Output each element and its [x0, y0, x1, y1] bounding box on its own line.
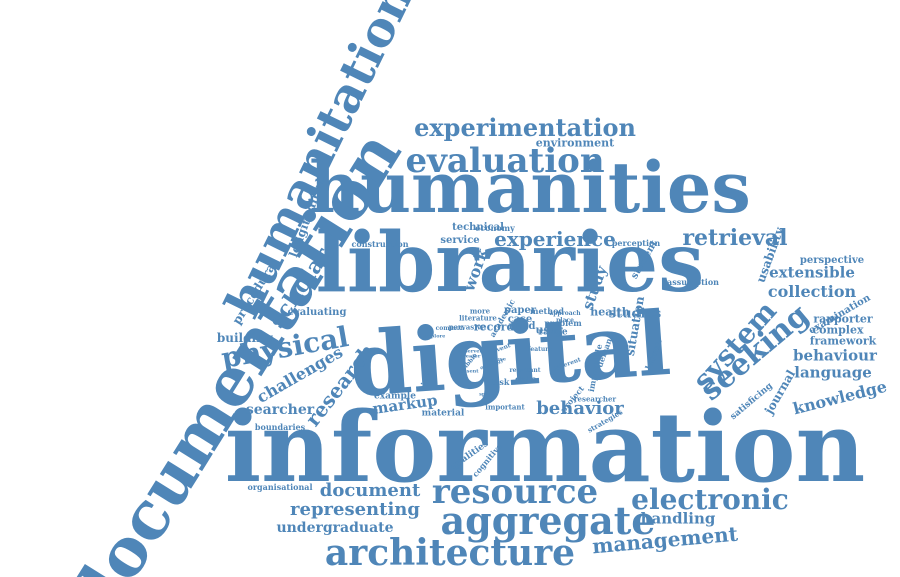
word-approach: approach: [549, 310, 581, 317]
word-aggregate: aggregate: [440, 498, 656, 543]
word-record: record: [473, 320, 515, 334]
word-evaluating: evaluating: [287, 307, 347, 318]
word-framework: framework: [809, 334, 877, 348]
word-building: building: [216, 331, 274, 345]
word-information: information: [224, 391, 866, 504]
word-confuse: confuse: [484, 356, 506, 363]
word-humanities: humanities: [309, 146, 751, 229]
word-problem: problem: [544, 318, 582, 328]
word-observer: observer: [457, 348, 483, 355]
word-undergraduate: undergraduate: [276, 520, 394, 536]
word-extensible: extensible: [769, 263, 855, 282]
word-economy: economy: [475, 223, 515, 233]
word-more: more: [469, 306, 491, 316]
word-method: method: [530, 306, 564, 316]
word-example: example: [374, 391, 416, 402]
word-range: range: [538, 327, 568, 338]
word-retrieval: retrieval: [682, 225, 788, 251]
word-data: data: [514, 375, 538, 386]
word-rapporter: rapporter: [813, 312, 873, 326]
word-libraries: libraries: [315, 215, 705, 311]
word-handling: handling: [640, 509, 716, 528]
word-resource: resource: [431, 472, 599, 512]
word-electronic: electronic: [631, 483, 789, 516]
word-just: just: [418, 367, 432, 387]
word-technical: technical: [452, 222, 504, 233]
word-space: space: [479, 391, 495, 398]
word-experience: experience: [494, 227, 616, 251]
word-feature: feature: [527, 346, 553, 353]
word-language: language: [794, 363, 872, 382]
word-behaviour: behaviour: [793, 346, 877, 365]
word-assumption: assumption: [667, 277, 719, 287]
word-task: task: [490, 377, 510, 387]
word-environment: environment: [535, 136, 615, 150]
word-collection: collection: [767, 282, 857, 301]
word-place: place: [556, 317, 574, 324]
word-representing: representing: [290, 499, 420, 520]
word-paper: paper: [503, 305, 537, 316]
word-need: need: [508, 321, 536, 332]
word-boundaries: boundaries: [254, 422, 306, 432]
word-material: material: [421, 408, 465, 419]
word-pervasive: pervasive: [448, 322, 486, 332]
word-studies: studies: [608, 306, 662, 322]
word-present: present: [457, 368, 479, 375]
word-document: document: [319, 480, 421, 501]
word-construction: construction: [351, 239, 409, 249]
word-user: user: [535, 323, 563, 337]
word-reluctant: reluctant: [509, 367, 541, 374]
word-common: common: [435, 325, 465, 332]
word-complex: complex: [812, 323, 864, 337]
word-service: service: [440, 235, 480, 246]
word-behavior: behavior: [536, 398, 624, 419]
word-case: case: [507, 314, 533, 325]
word-perception: perception: [611, 238, 661, 248]
word-greater: greater: [459, 353, 481, 360]
word-experimentation: experimentation: [414, 113, 636, 142]
word-perspective: perspective: [799, 255, 865, 266]
word-literature: literature: [459, 313, 497, 323]
word-organisational: organisational: [247, 482, 313, 492]
word-health: health: [590, 305, 630, 319]
word-researcher: researcher: [573, 394, 617, 404]
word-searcher: searcher: [245, 402, 315, 418]
word-architecture: architecture: [324, 532, 576, 574]
word-important: important: [485, 402, 525, 412]
word-explore: explore: [424, 333, 446, 340]
word-evaluation: evaluation: [405, 141, 605, 181]
